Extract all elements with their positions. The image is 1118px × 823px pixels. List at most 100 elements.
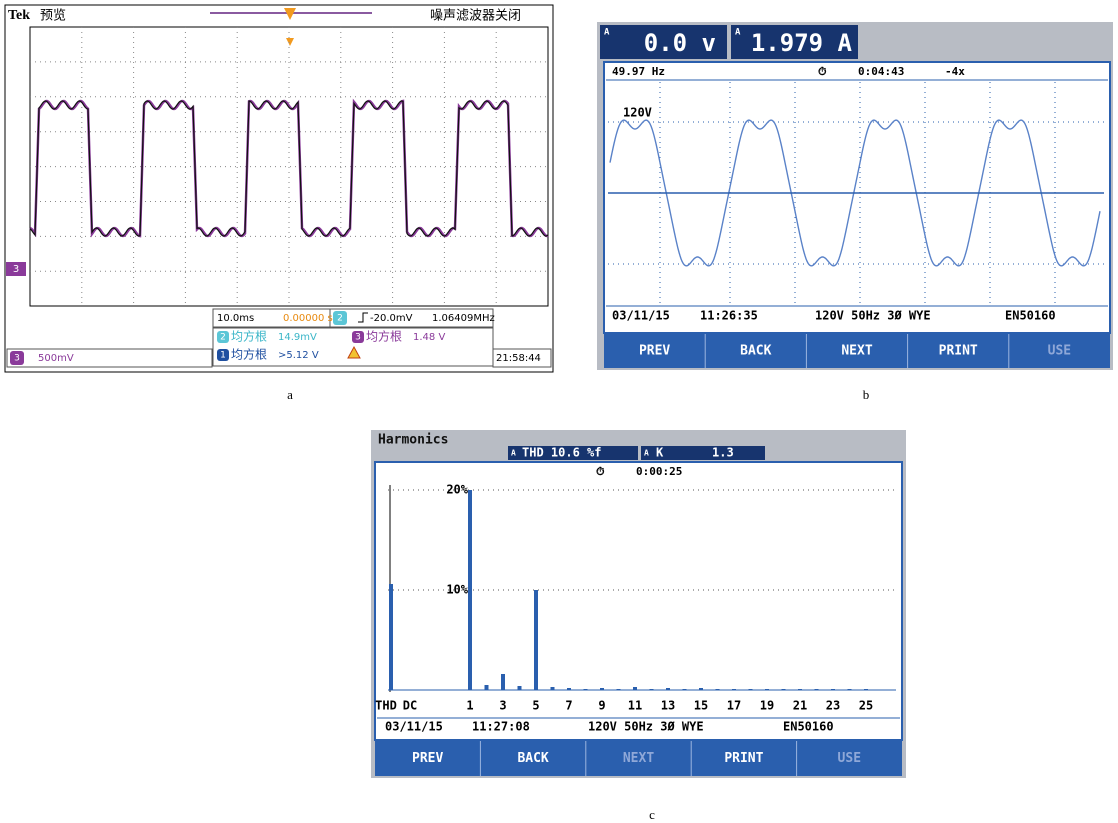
channel-badge bbox=[10, 351, 24, 365]
bar bbox=[864, 689, 868, 690]
x-tick-label: 3 bbox=[499, 699, 506, 713]
bar bbox=[517, 686, 522, 690]
channel-badge bbox=[333, 311, 347, 325]
scale-channel: 3 bbox=[14, 354, 20, 364]
bar bbox=[748, 689, 753, 690]
k-value: 1.3 bbox=[712, 446, 734, 460]
bar bbox=[468, 490, 472, 690]
phase-tag: A bbox=[735, 28, 741, 38]
bar bbox=[633, 687, 637, 690]
button[interactable]: PRINT bbox=[939, 344, 978, 359]
y-tick-label: 20% bbox=[446, 483, 468, 497]
reading-box bbox=[600, 25, 727, 59]
timer-icon: ⏱ bbox=[596, 465, 605, 478]
bar bbox=[616, 689, 621, 690]
timer: 0:04:43 bbox=[858, 65, 904, 78]
meas-label: 均方根 bbox=[366, 329, 402, 344]
bar bbox=[781, 689, 786, 690]
meas-channel: 2 bbox=[220, 333, 226, 343]
channel-marker: 3 bbox=[13, 264, 19, 275]
button-bar bbox=[375, 741, 902, 776]
current: 1.979 A bbox=[751, 29, 853, 57]
bar bbox=[484, 685, 489, 690]
warning-icon bbox=[347, 345, 361, 359]
button[interactable]: BACK bbox=[517, 751, 548, 766]
x-tick-label: 5 bbox=[532, 699, 539, 713]
phase-tag: A bbox=[644, 449, 649, 458]
channel-marker-box bbox=[6, 262, 26, 276]
phase-tag: A bbox=[604, 28, 610, 38]
reading-box bbox=[508, 446, 638, 460]
x-tick-label: 9 bbox=[598, 699, 605, 713]
bar bbox=[600, 688, 604, 690]
meas-value: 14.9mV bbox=[278, 332, 317, 343]
bar bbox=[699, 688, 703, 690]
button[interactable]: PREV bbox=[412, 751, 443, 766]
timebase: 10.0ms bbox=[217, 313, 254, 324]
x-tick-label: 13 bbox=[661, 699, 675, 713]
standard: EN50160 bbox=[1005, 309, 1056, 323]
trigger-slope bbox=[358, 312, 368, 323]
mode: 预览 bbox=[40, 8, 66, 24]
channel-badge bbox=[352, 331, 364, 343]
meas-label: 均方根 bbox=[231, 347, 267, 362]
button[interactable]: USE bbox=[1048, 344, 1071, 359]
x-tick-label: 23 bbox=[826, 699, 840, 713]
reading-box bbox=[731, 25, 858, 59]
thd: THD 10.6 %f bbox=[522, 446, 601, 460]
screen bbox=[603, 61, 1111, 334]
caption: c bbox=[649, 807, 655, 822]
bar bbox=[389, 584, 393, 690]
bar bbox=[798, 689, 802, 690]
info-box bbox=[329, 308, 494, 328]
bar bbox=[583, 689, 588, 690]
reading-box bbox=[641, 446, 765, 460]
k-label: K bbox=[656, 446, 664, 460]
x-tick-label: 11 bbox=[628, 699, 642, 713]
time: 11:26:35 bbox=[700, 309, 758, 323]
clock: 21:58:44 bbox=[496, 353, 541, 364]
bar bbox=[715, 689, 720, 690]
x-tick-label: THD bbox=[375, 699, 397, 713]
button[interactable]: NEXT bbox=[623, 751, 654, 766]
panel-b: A A 0.0 v 1.979 A 49.97 Hz ⏱ 0:04:43 -4x… bbox=[597, 22, 1113, 402]
x-tick-label: 15 bbox=[694, 699, 708, 713]
timer: 0:00:25 bbox=[636, 465, 682, 478]
button-bar bbox=[604, 334, 1110, 368]
clock-box bbox=[492, 348, 552, 368]
bar bbox=[666, 688, 670, 690]
bar bbox=[732, 689, 736, 690]
bar bbox=[534, 590, 538, 690]
bar bbox=[765, 689, 769, 690]
x-tick-label: 7 bbox=[565, 699, 572, 713]
y-tick-label: 10% bbox=[446, 583, 468, 597]
meas-label: 均方根 bbox=[231, 329, 267, 344]
config: 120V 50Hz 3Ø WYE bbox=[815, 309, 931, 323]
meas-value: 1.48 V bbox=[413, 332, 445, 343]
x-tick-label: 21 bbox=[793, 699, 807, 713]
config: 120V 50Hz 3Ø WYE bbox=[588, 720, 704, 734]
button[interactable]: NEXT bbox=[841, 344, 872, 359]
button[interactable]: BACK bbox=[740, 344, 771, 359]
x-tick-label: 25 bbox=[859, 699, 873, 713]
panel-c: Harmonics A THD 10.6 %f A K 1.3 ⏱ 0:00:2… bbox=[371, 430, 906, 822]
button[interactable]: PRINT bbox=[724, 751, 763, 766]
waveform bbox=[29, 100, 549, 237]
bar bbox=[682, 689, 687, 690]
brand: Tek bbox=[8, 8, 30, 23]
bar bbox=[847, 689, 852, 690]
filter-status: 噪声滤波器关闭 bbox=[430, 9, 521, 24]
x-tick-label: 1 bbox=[466, 699, 473, 713]
button[interactable]: USE bbox=[838, 751, 861, 766]
bar bbox=[567, 688, 571, 690]
button[interactable]: PREV bbox=[639, 344, 670, 359]
voltage: 0.0 v bbox=[644, 29, 716, 57]
date: 03/11/15 bbox=[385, 720, 443, 734]
trigger-marker bbox=[284, 8, 296, 46]
screen bbox=[374, 461, 903, 741]
time: 11:27:08 bbox=[472, 720, 530, 734]
caption: a bbox=[287, 387, 293, 402]
channel-badge bbox=[217, 349, 229, 361]
